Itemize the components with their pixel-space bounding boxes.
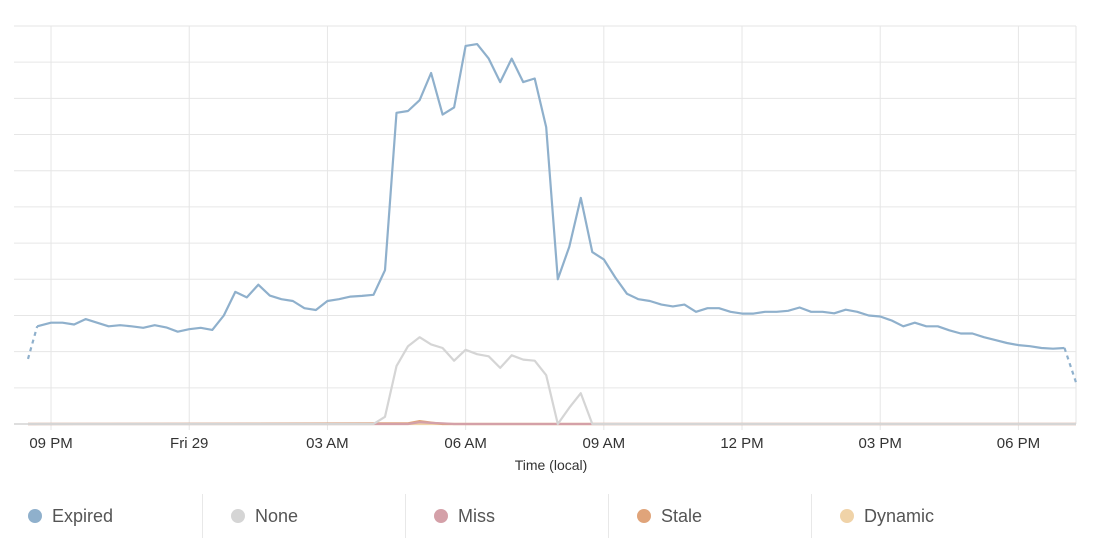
series-line-miss	[28, 421, 1076, 426]
series-lines	[26, 42, 1078, 426]
x-tick-label: 03 PM	[859, 435, 902, 452]
series-line-expired	[36, 42, 1065, 350]
x-tick-label: 06 AM	[444, 435, 487, 452]
legend-swatch-dynamic	[840, 509, 854, 523]
legend-label-expired: Expired	[52, 505, 114, 526]
x-tick-label: 06 PM	[997, 435, 1040, 452]
series-line-expired-partial	[1063, 347, 1078, 383]
x-tick-label: 09 AM	[583, 435, 626, 452]
series-line-expired-partial	[26, 326, 39, 360]
legend-item-stale[interactable]: Stale	[609, 494, 812, 538]
legend-label-dynamic: Dynamic	[864, 505, 935, 526]
line-chart: 09 PM Fri 29 03 AM 06 AM 09 AM 12 PM 03 PM 06 P…	[14, 25, 1078, 473]
x-tick-label: 12 PM	[720, 435, 763, 452]
legend-swatch-expired	[28, 509, 42, 523]
x-axis-title: Time (local)	[515, 457, 588, 473]
legend-label-none: None	[255, 505, 299, 526]
legend-item-none[interactable]: None	[203, 494, 406, 538]
x-axis-ticks: 09 PM Fri 29 03 AM 06 AM 09 AM 12 PM 03 PM 06 P…	[29, 435, 1040, 452]
legend: Expired None Miss Stale Dynamic	[0, 492, 1100, 540]
legend-swatch-stale	[637, 509, 651, 523]
legend-item-miss[interactable]: Miss	[406, 494, 609, 538]
legend-label-stale: Stale	[661, 505, 703, 526]
grid	[14, 25, 1077, 430]
legend-label-miss: Miss	[458, 505, 495, 526]
legend-swatch-miss	[434, 509, 448, 523]
legend-item-expired[interactable]: Expired	[0, 494, 203, 538]
x-tick-label: 09 PM	[29, 435, 72, 452]
legend-item-dynamic[interactable]: Dynamic	[812, 494, 1015, 538]
legend-swatch-none	[231, 509, 245, 523]
series-line-none	[28, 336, 1076, 426]
x-tick-label: 03 AM	[306, 435, 349, 452]
x-tick-label: Fri 29	[170, 435, 208, 452]
